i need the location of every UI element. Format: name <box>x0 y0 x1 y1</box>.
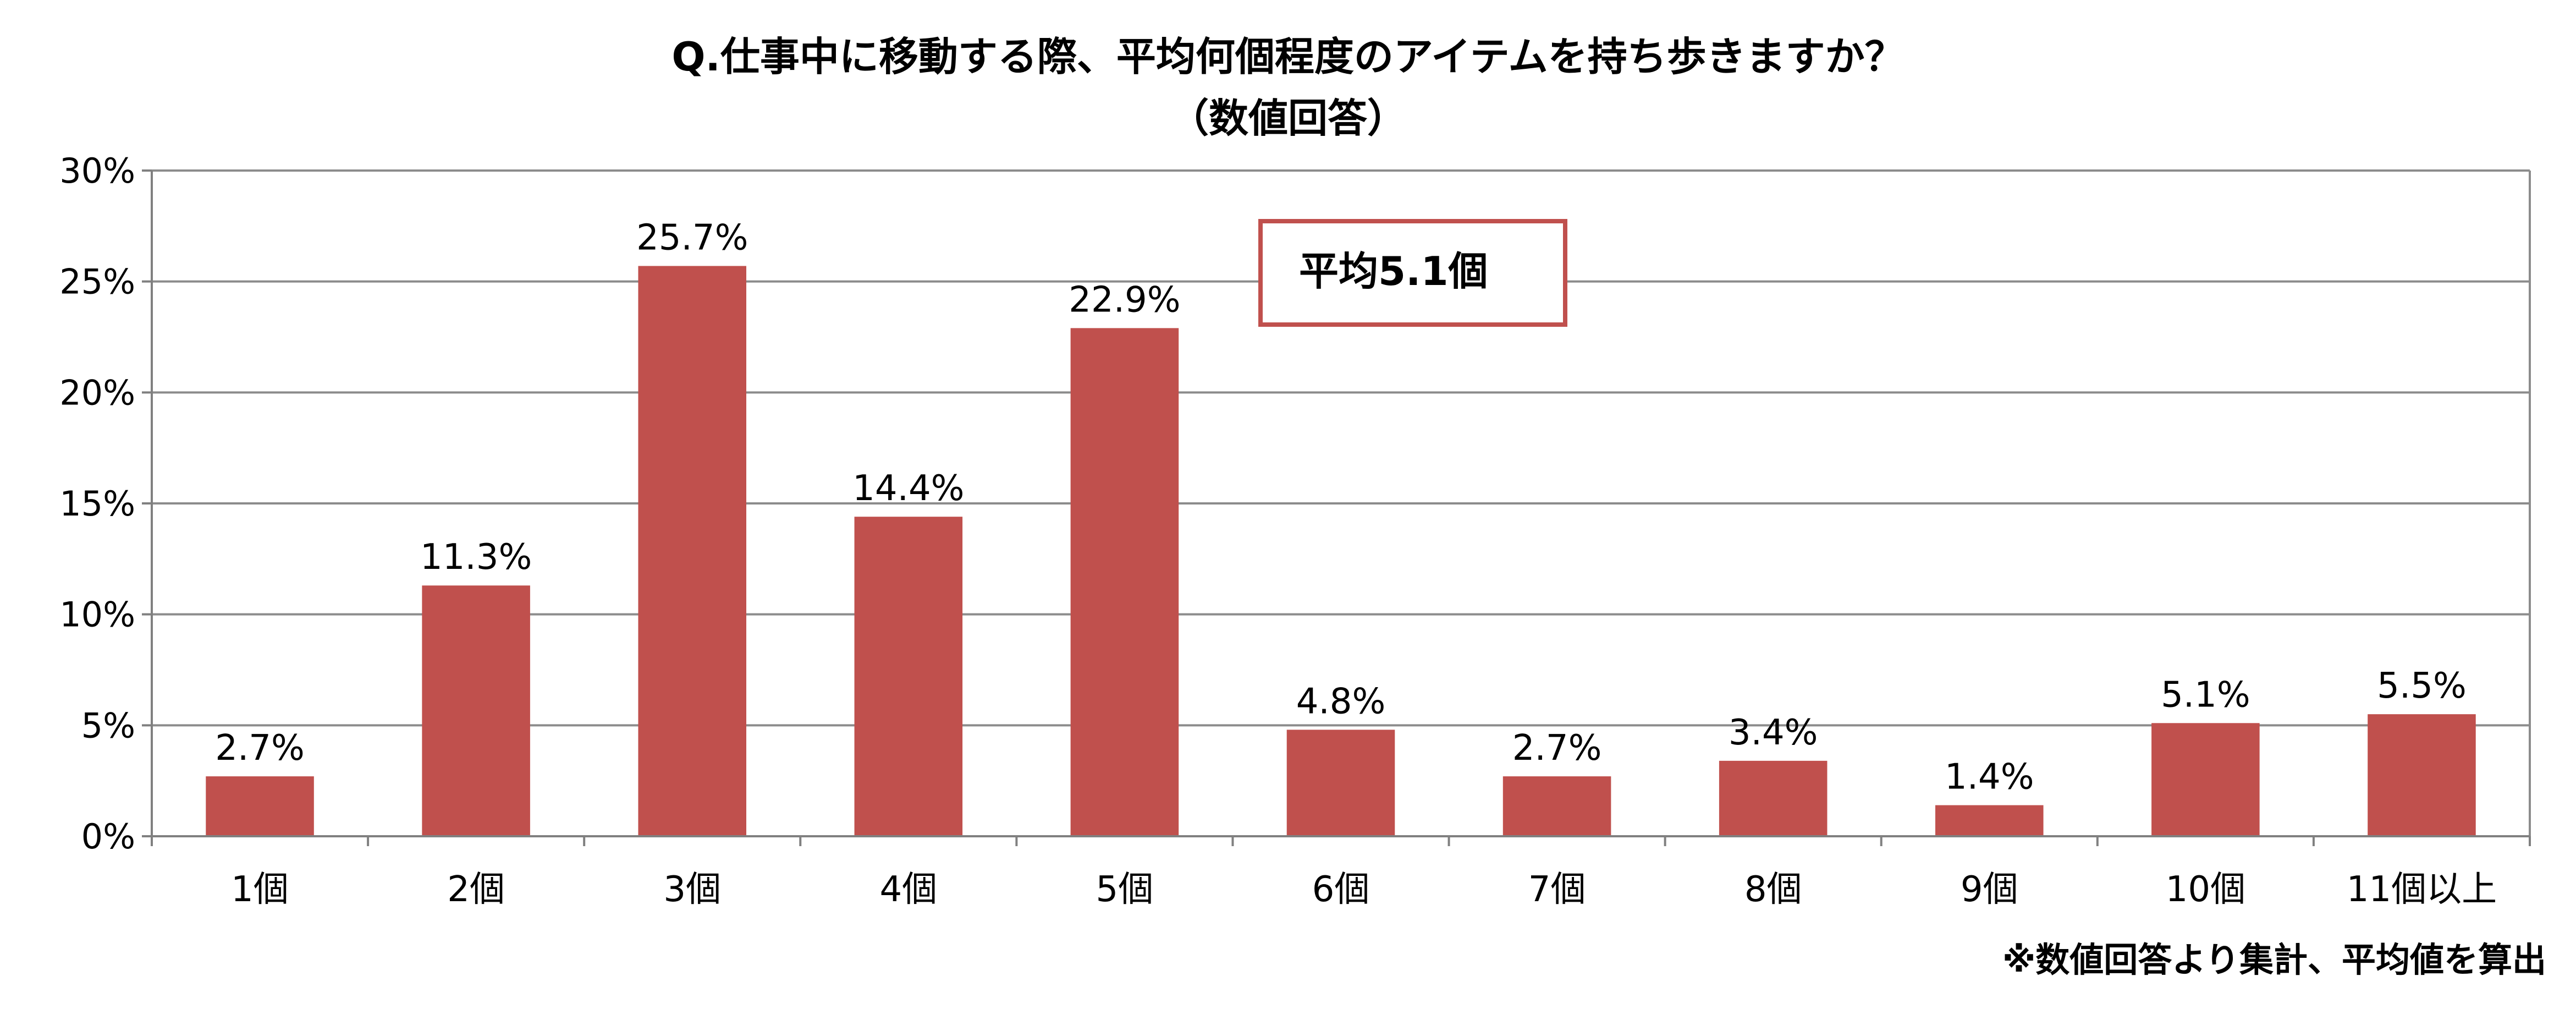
data-label: 3.4% <box>1729 712 1818 753</box>
average-annotation: 平均5.1個 <box>1258 219 1567 327</box>
data-label: 14.4% <box>852 468 964 509</box>
bar <box>1070 328 1179 836</box>
bar <box>1935 805 2044 836</box>
data-label: 22.9% <box>1069 279 1180 320</box>
average-annotation-box <box>1258 219 1567 327</box>
bar <box>638 266 746 836</box>
x-category-label: 7個 <box>1528 869 1586 910</box>
x-category-label: 3個 <box>663 869 721 910</box>
data-label: 5.1% <box>2161 675 2250 715</box>
y-tick-label: 10% <box>59 595 135 635</box>
x-category-label: 6個 <box>1312 869 1370 910</box>
data-label: 2.7% <box>1512 728 1602 769</box>
x-category-label: 9個 <box>1961 869 2018 910</box>
x-category-label: 10個 <box>2166 869 2245 910</box>
data-labels: 2.7% 11.3% 25.7% 14.4% 22.9% 4.8% 2.7% 3.4% 1.4%… <box>215 217 2467 797</box>
x-category-label: 2個 <box>447 869 505 910</box>
y-axis-ticks: 0% 5% 10% 15% 20% 25% 30% <box>59 151 135 857</box>
bar <box>1719 760 1828 836</box>
data-label: 1.4% <box>1945 757 2034 798</box>
y-tick-label: 30% <box>59 151 135 191</box>
y-tick-label: 25% <box>59 262 135 302</box>
y-tick-label: 5% <box>81 705 135 745</box>
x-axis-categories: 1個 2個 3個 4個 5個 6個 7個 8個 9個 10個 11個以上 <box>231 869 2497 910</box>
bar <box>2368 714 2476 836</box>
axes <box>142 169 2531 846</box>
bar <box>1286 730 1395 836</box>
footnote: ※数値回答より集計、平均値を算出 <box>2002 940 2546 980</box>
x-category-label: 4個 <box>879 869 937 910</box>
bar <box>422 585 530 836</box>
data-label: 11.3% <box>420 537 532 578</box>
bar <box>2151 723 2260 836</box>
x-category-label: 11個以上 <box>2347 869 2497 910</box>
data-label: 2.7% <box>215 728 305 769</box>
average-annotation-text: 平均5.1個 <box>1299 248 1488 294</box>
bars <box>206 266 2476 836</box>
y-tick-label: 15% <box>59 484 135 524</box>
y-tick-label: 20% <box>59 372 135 413</box>
data-label: 5.5% <box>2377 666 2467 706</box>
data-label: 4.8% <box>1296 681 1386 722</box>
chart-subtitle: （数値回答） <box>1169 95 1407 141</box>
x-category-label: 8個 <box>1744 869 1802 910</box>
bar <box>1502 776 1611 836</box>
y-tick-label: 0% <box>81 816 135 857</box>
x-category-label: 1個 <box>231 869 289 910</box>
bar <box>854 517 963 836</box>
chart-title: Q.仕事中に移動する際、平均何個程度のアイテムを持ち歩きますか？ <box>671 34 1904 80</box>
x-category-label: 5個 <box>1096 869 1154 910</box>
bar <box>206 776 314 836</box>
data-label: 25.7% <box>636 217 748 258</box>
